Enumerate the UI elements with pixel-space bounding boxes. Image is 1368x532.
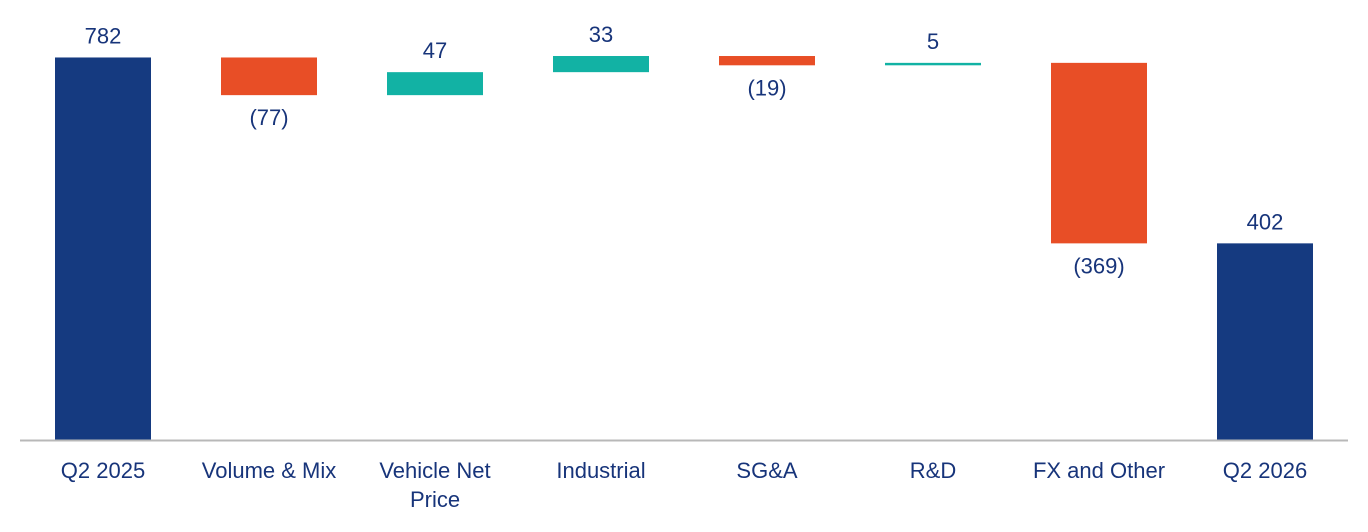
value-label-vehicle-net-price: 47 [423,38,447,63]
category-label-line: FX and Other [1033,458,1165,483]
category-label-line: Industrial [556,458,645,483]
bar-vehicle-net-price [387,72,483,96]
value-label-industrial: 33 [589,22,613,47]
value-label-volume-and-mix: (77) [249,105,288,130]
value-label-q2-2026: 402 [1247,209,1284,234]
category-label-industrial: Industrial [556,458,645,483]
bars-group [55,56,1313,440]
category-label-line: SG&A [736,458,797,483]
category-label-line: Volume & Mix [202,458,337,483]
value-label-q2-2025: 782 [85,23,122,48]
value-labels-group: 782 (77) 47 33 (19) 5 (369) 402 [85,22,1284,278]
value-label-sganda: (19) [747,75,786,100]
category-label-sganda: SG&A [736,458,797,483]
category-label-line: Q2 2025 [61,458,145,483]
value-label-fx-and-other: (369) [1073,253,1124,278]
category-label-q2-2025: Q2 2025 [61,458,145,483]
category-label-q2-2026: Q2 2026 [1223,458,1307,483]
bar-volume-and-mix [221,57,317,96]
category-label-line: Price [410,487,460,512]
bar-sganda [719,56,815,66]
category-label-line: Q2 2026 [1223,458,1307,483]
bar-industrial [553,56,649,73]
category-labels-group: Q2 2025 Volume & Mix Vehicle Net Price Indus… [61,458,1307,512]
category-label-vehicle-net-price: Vehicle Net Price [379,458,490,512]
category-label-randd: R&D [910,458,956,483]
category-label-line: R&D [910,458,956,483]
bar-q2-2026 [1217,243,1313,440]
category-label-line: Vehicle Net [379,458,490,483]
value-label-randd: 5 [927,29,939,54]
bar-fx-and-other [1051,62,1147,244]
bar-q2-2025 [55,57,151,440]
category-label-fx-and-other: FX and Other [1033,458,1165,483]
bar-randd [885,62,981,66]
category-label-volume-and-mix: Volume & Mix [202,458,337,483]
